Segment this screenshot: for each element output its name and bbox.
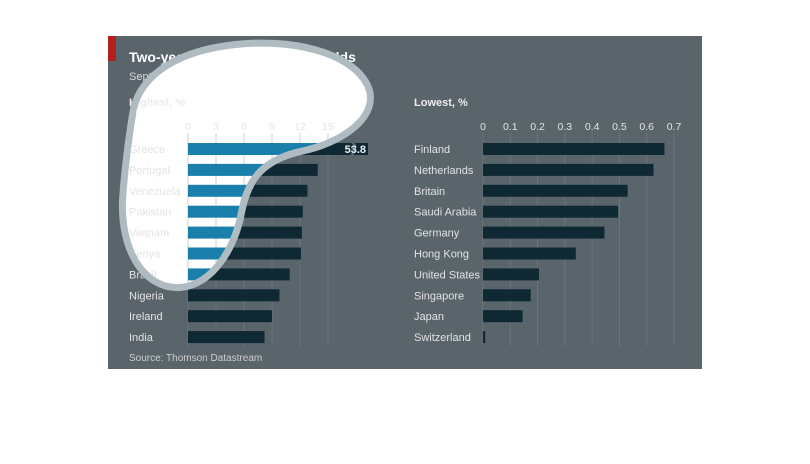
- tick-label: 0.1: [503, 121, 518, 133]
- tick-label: 15: [322, 121, 334, 133]
- category-label: Venezuela: [129, 186, 181, 198]
- chart-panel-lowest: Lowest, % 0 0.1 0.2 0.3 0.4 0.5 0.6 0.7 Finland Ne…: [414, 97, 681, 346]
- bar-japan: [483, 310, 523, 323]
- tick-label: 6: [241, 121, 247, 133]
- bar-finland: [483, 143, 665, 155]
- category-label: Germany: [414, 228, 460, 240]
- category-label: Ireland: [129, 311, 163, 323]
- chart-source: Source: Thomson Datastream: [129, 353, 262, 364]
- accent-mark: [108, 36, 116, 61]
- category-label: Saudi Arabia: [414, 207, 477, 219]
- tick-label: 0: [480, 121, 486, 133]
- tick-label: 9: [269, 121, 275, 133]
- category-label: Britain: [414, 186, 445, 198]
- bar-britain: [483, 184, 628, 197]
- category-label: Japan: [414, 311, 444, 323]
- panel-label: Lowest, %: [414, 97, 468, 109]
- bar-singapore: [483, 289, 531, 302]
- bar-saudi-arabia: [483, 205, 619, 218]
- category-label: Greece: [129, 144, 165, 156]
- category-label: Hong Kong: [414, 249, 469, 261]
- category-label: Netherlands: [414, 165, 474, 177]
- tick-label: 12: [294, 121, 306, 133]
- tick-label: 0.4: [585, 121, 600, 133]
- category-label: Switzerland: [414, 332, 471, 344]
- axis-break-mark: [350, 141, 357, 158]
- bar-netherlands: [483, 163, 654, 176]
- category-label: Pakistan: [129, 207, 171, 219]
- category-label: Nigeria: [129, 290, 165, 302]
- tick-label: 0.7: [667, 121, 682, 133]
- category-label: India: [129, 332, 154, 344]
- bar-united-states: [483, 268, 539, 281]
- category-label: Singapore: [414, 290, 464, 302]
- tick-label: 0.5: [612, 121, 627, 133]
- bar-ireland: [188, 310, 272, 323]
- tick-label: 3: [213, 121, 219, 133]
- category-label: Finland: [414, 144, 450, 156]
- panel-label: Highest, %: [129, 97, 185, 109]
- category-label: Vietnam: [129, 228, 169, 240]
- bar-hong-kong: [483, 247, 576, 260]
- tick-label: 0.3: [558, 121, 573, 133]
- bar-value-label: 53.8: [345, 144, 366, 156]
- bar-germany: [483, 226, 605, 239]
- bar-nigeria: [188, 289, 280, 302]
- tick-label: 0.2: [530, 121, 545, 133]
- category-label: United States: [414, 269, 481, 281]
- tick-label: 0: [185, 121, 191, 133]
- bar-india: [188, 331, 265, 344]
- category-label: Portugal: [129, 165, 170, 177]
- bar-switzerland: [483, 331, 486, 344]
- tick-label: 0.6: [639, 121, 654, 133]
